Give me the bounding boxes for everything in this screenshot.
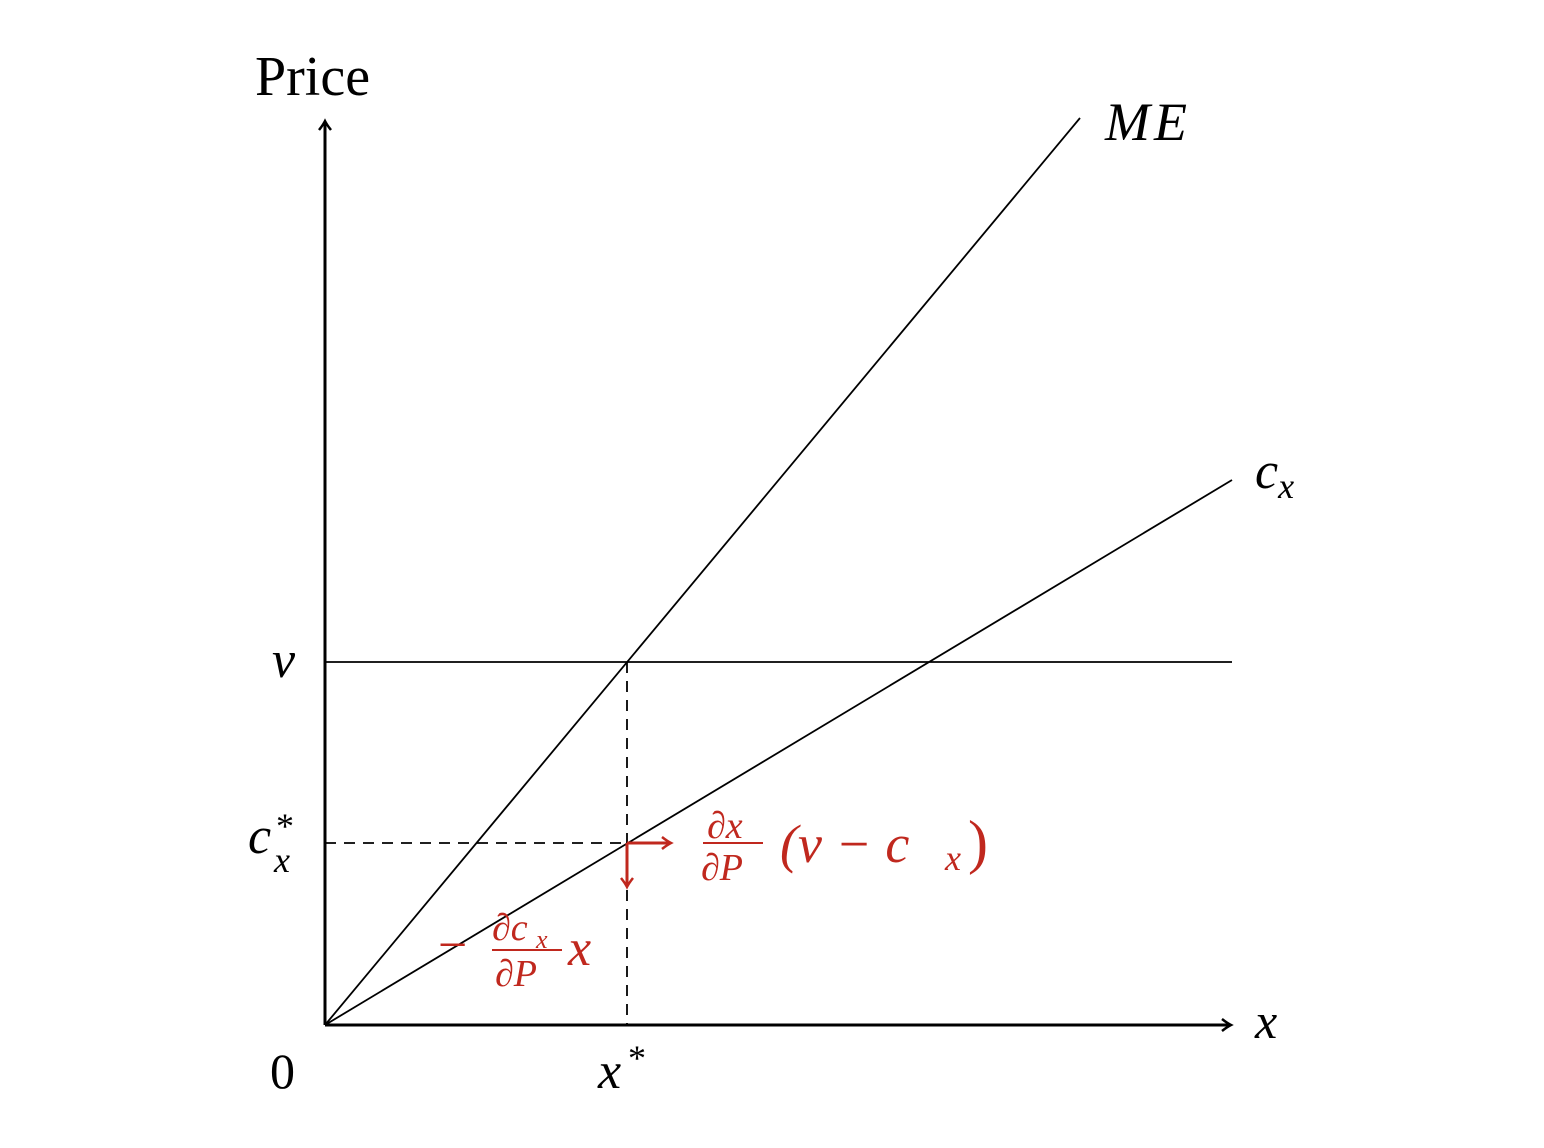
svg-text:): ) bbox=[968, 809, 988, 875]
y-axis-label: Price bbox=[255, 46, 370, 108]
v-label: v bbox=[272, 632, 296, 689]
svg-text:x: x bbox=[535, 925, 548, 954]
cx-line bbox=[324, 479, 1233, 1026]
cx-star-sub: x bbox=[273, 840, 290, 880]
x-star-label: x bbox=[597, 1043, 621, 1100]
cx-star-label: c bbox=[248, 808, 271, 865]
svg-text:(v − c: (v − c bbox=[780, 814, 909, 874]
origin-label: 0 bbox=[270, 1043, 295, 1099]
right-effect-label: ∂x ∂P (v − c x ) bbox=[701, 805, 988, 889]
svg-text:∂x: ∂x bbox=[707, 805, 743, 847]
svg-text:∂P: ∂P bbox=[495, 953, 537, 995]
me-line bbox=[324, 117, 1081, 1026]
down-effect-label: − ∂c x ∂P x bbox=[438, 907, 591, 995]
svg-text:x: x bbox=[944, 838, 961, 878]
x-axis-label: x bbox=[1254, 993, 1277, 1049]
cx-star-sup: * bbox=[276, 806, 294, 846]
svg-text:−: − bbox=[438, 917, 467, 974]
x-star-sup: * bbox=[628, 1038, 646, 1078]
me-label: ME bbox=[1104, 92, 1191, 152]
svg-text:x: x bbox=[567, 920, 591, 977]
svg-text:∂c: ∂c bbox=[492, 907, 528, 949]
cx-label: cx bbox=[1255, 443, 1294, 506]
svg-text:∂P: ∂P bbox=[701, 847, 743, 889]
